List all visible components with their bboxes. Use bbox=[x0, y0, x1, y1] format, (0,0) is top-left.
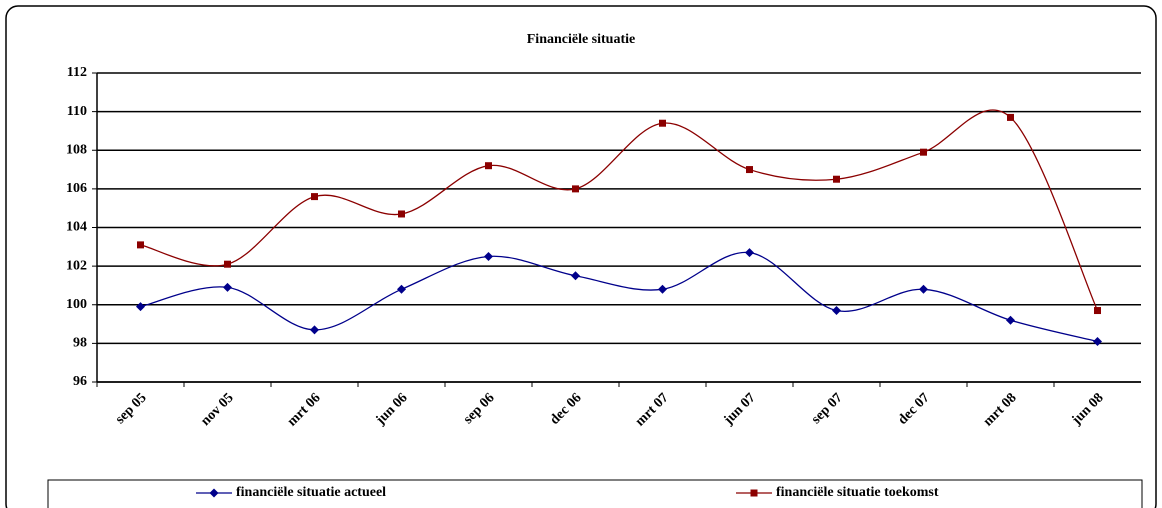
y-tick-label: 106 bbox=[66, 181, 87, 196]
data-point bbox=[1007, 113, 1014, 121]
y-tick-label: 100 bbox=[66, 297, 87, 312]
legend-marker bbox=[209, 488, 219, 498]
y-tick-label: 102 bbox=[66, 258, 87, 273]
legend-label: financiële situatie toekomst bbox=[776, 485, 939, 500]
data-point bbox=[397, 284, 406, 294]
legend-marker bbox=[750, 489, 758, 497]
data-point bbox=[746, 166, 753, 174]
data-point bbox=[572, 185, 579, 193]
data-point bbox=[833, 175, 840, 183]
data-point bbox=[484, 251, 493, 261]
data-point bbox=[311, 193, 318, 201]
y-tick-label: 108 bbox=[66, 142, 87, 157]
data-point bbox=[658, 284, 667, 294]
chart-title: Financiële situatie bbox=[527, 32, 636, 47]
y-tick-label: 110 bbox=[67, 104, 87, 119]
data-point bbox=[136, 302, 145, 312]
data-point bbox=[832, 306, 841, 316]
data-point bbox=[1094, 307, 1101, 315]
data-point bbox=[137, 241, 144, 249]
legend-label: financiële situatie actueel bbox=[236, 485, 386, 500]
data-point bbox=[1006, 315, 1015, 325]
y-tick-label: 112 bbox=[67, 65, 87, 80]
data-point bbox=[920, 148, 927, 156]
legend-box bbox=[47, 479, 1143, 508]
data-point bbox=[485, 162, 492, 170]
data-point bbox=[310, 325, 319, 335]
data-point bbox=[659, 119, 666, 127]
y-tick-label: 98 bbox=[73, 336, 87, 351]
y-tick-label: 104 bbox=[66, 220, 87, 235]
y-tick-label: 96 bbox=[73, 374, 87, 389]
data-point bbox=[745, 248, 754, 258]
data-point bbox=[398, 210, 405, 218]
data-point bbox=[1093, 336, 1102, 346]
data-point bbox=[223, 282, 232, 292]
chart-border bbox=[5, 5, 1157, 508]
data-point bbox=[919, 284, 928, 294]
data-point bbox=[571, 271, 580, 281]
data-point bbox=[224, 260, 231, 268]
